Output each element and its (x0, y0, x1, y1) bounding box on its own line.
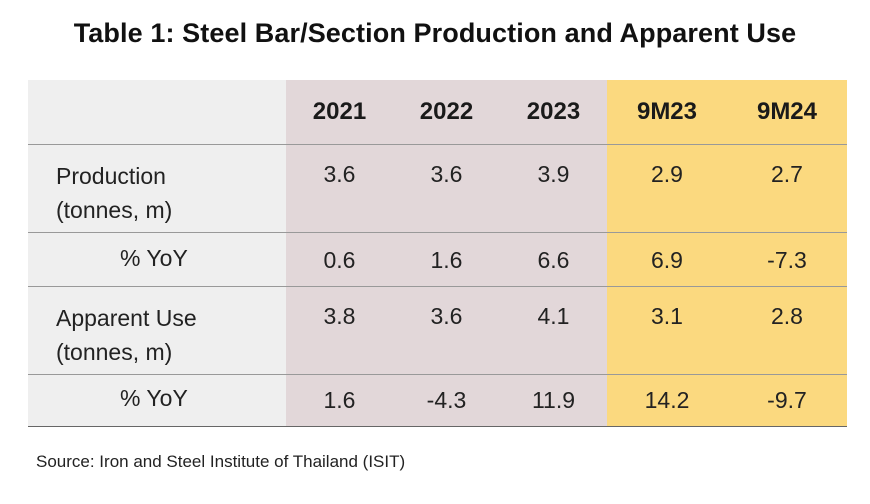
table-cell: 0.6 (286, 232, 393, 287)
row-label-unit: (tonnes, m) (56, 197, 173, 223)
row-label-line: Production (56, 163, 166, 189)
table-row-apparent-use: Apparent Use (tonnes, m) 3.8 3.6 4.1 3.1… (28, 286, 847, 375)
table-cell: 1.6 (286, 374, 393, 427)
column-header-9m23: 9M23 (607, 80, 727, 145)
table-cell: 3.8 (286, 286, 393, 375)
table-cell: 6.6 (500, 232, 607, 287)
table-row-production-yoy: % YoY 0.6 1.6 6.6 6.9 -7.3 (28, 232, 847, 287)
table-cell: 1.6 (393, 232, 500, 287)
table-cell: 2.8 (727, 286, 847, 375)
table-cell: 3.1 (607, 286, 727, 375)
header-blank-cell (28, 80, 286, 145)
row-label-line: Apparent Use (56, 305, 197, 331)
table-cell: 3.6 (286, 144, 393, 233)
row-label-production: Production (tonnes, m) (28, 144, 286, 233)
header-row: 2021 2022 2023 9M23 9M24 (28, 80, 847, 145)
data-table: 2021 2022 2023 9M23 9M24 Production (ton… (28, 80, 847, 427)
column-header-2021: 2021 (286, 80, 393, 145)
row-label-yoy: % YoY (28, 374, 286, 427)
table-cell: 4.1 (500, 286, 607, 375)
table-row-apparent-use-yoy: % YoY 1.6 -4.3 11.9 14.2 -9.7 (28, 374, 847, 427)
row-label-apparent-use: Apparent Use (tonnes, m) (28, 286, 286, 375)
row-label-yoy: % YoY (28, 232, 286, 287)
table-cell: -9.7 (727, 374, 847, 427)
column-header-9m24: 9M24 (727, 80, 847, 145)
table-row-production: Production (tonnes, m) 3.6 3.6 3.9 2.9 2… (28, 144, 847, 233)
table-cell: -7.3 (727, 232, 847, 287)
table-cell: 11.9 (500, 374, 607, 427)
table-cell: -4.3 (393, 374, 500, 427)
table-cell: 3.9 (500, 144, 607, 233)
table-cell: 2.7 (727, 144, 847, 233)
table-cell: 3.6 (393, 144, 500, 233)
column-header-2023: 2023 (500, 80, 607, 145)
table-cell: 2.9 (607, 144, 727, 233)
table-title: Table 1: Steel Bar/Section Production an… (73, 18, 797, 48)
table-cell: 6.9 (607, 232, 727, 287)
source-note: Source: Iron and Steel Institute of Thai… (36, 452, 406, 471)
table-cell: 14.2 (607, 374, 727, 427)
table-cell: 3.6 (393, 286, 500, 375)
row-label-unit: (tonnes, m) (56, 339, 173, 365)
column-header-2022: 2022 (393, 80, 500, 145)
